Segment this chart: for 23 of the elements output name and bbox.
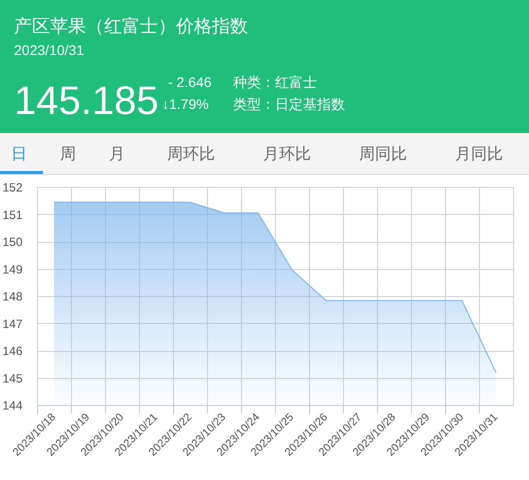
text: 145.185 [14, 79, 159, 123]
text: 类型：日定基指数 [233, 96, 345, 112]
text: 周同比 [359, 146, 407, 163]
y-tick-label: 150 [2, 235, 23, 249]
text: 日 [11, 146, 27, 163]
text: 月环比 [263, 146, 311, 163]
chart-title: 产区苹果（红富士）价格指数 [14, 16, 248, 36]
y-tick-label: 144 [2, 398, 23, 412]
text: 种类：红富士 [233, 74, 317, 90]
chart-subtitle: 2023/10/31 [14, 42, 84, 58]
y-tick-label: 147 [2, 316, 23, 331]
y-tick-label: 149 [2, 262, 23, 276]
text: - 2.646 [168, 74, 212, 90]
y-tick-label: 148 [2, 290, 23, 304]
y-tick-label: 145 [2, 371, 23, 386]
y-tick-label: 152 [2, 180, 23, 194]
text: 月同比 [455, 146, 503, 163]
text: 周 [60, 146, 76, 163]
y-tick-label: 146 [2, 344, 23, 358]
text: ↓1.79% [162, 96, 209, 112]
text: 周环比 [167, 146, 215, 163]
text: 月 [109, 146, 125, 163]
y-tick-label: 151 [2, 208, 23, 222]
